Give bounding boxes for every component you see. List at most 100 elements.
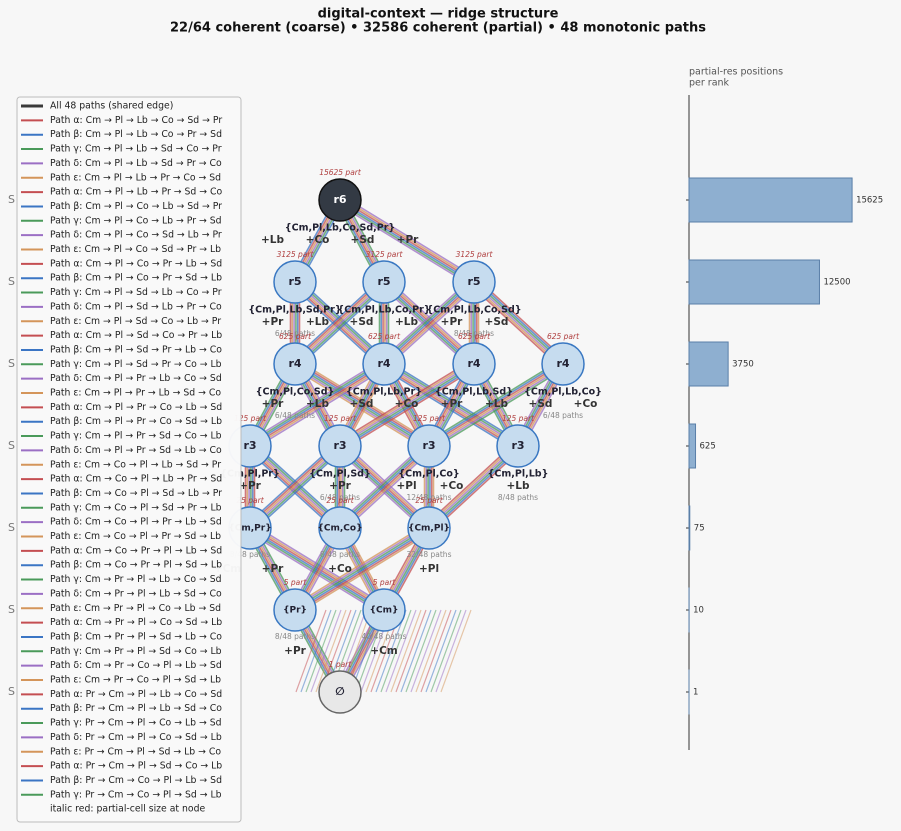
legend-label: Path δ: Cm → Pl → Sd → Lb → Pr → Co [50,301,222,312]
bar-chart-title: partial-res positions [689,67,783,78]
legend-label: Path α: Cm → Co → Pl → Lb → Pr → Sd [50,474,222,485]
edge-strand [293,525,429,609]
edge-strand [429,365,565,449]
legend-label: Path δ: Cm → Pr → Co → Pl → Lb → Sd [50,660,222,671]
node-paths: 6/48 paths [320,493,360,502]
legend-label: Path δ: Cm → Pl → Co → Sd → Lb → Pr [50,230,222,241]
node-paths: 8/48 paths [275,632,315,641]
node-paths: 40/48 paths [362,632,407,641]
edge-strand [430,367,566,451]
edge-strand [295,528,430,612]
edge-strand [339,200,474,284]
node-paths: 6/48 paths [543,411,583,420]
edge-strand [435,609,467,693]
legend-label: Path δ: Cm → Co → Pl → Pr → Lb → Sd [50,517,222,528]
bar [688,423,697,469]
node-label: {Pr} [283,606,307,616]
legend-label: Path ε: Cm → Pl → Pr → Lb → Sd → Co [50,388,221,399]
bar-value-label: 10 [693,606,704,616]
legend-label: Path ε: Pr → Cm → Pl → Sd → Lb → Co [50,746,221,757]
node-label: r5 [288,275,301,288]
legend-label: Path ε: Cm → Co → Pl → Lb → Sd → Pr [50,459,221,470]
node-label: r5 [377,275,390,288]
legend-label: Path γ: Cm → Pl → Sd → Lb → Co → Pr [50,287,222,298]
legend-label: Path α: Cm → Pl → Sd → Co → Pr → Lb [50,330,222,341]
node [318,506,362,550]
legend-label: Path γ: Cm → Pl → Co → Lb → Pr → Sd [50,215,222,226]
edge-strand [248,361,384,445]
edge-strand [292,523,428,607]
edge-strand [247,359,383,443]
legend-label: Path δ: Cm → Pl → Lb → Sd → Pr → Co [50,158,222,169]
edge-label: +Pr [262,563,284,575]
node-part: 1 part [329,660,353,669]
edge-label: +Sd [485,316,509,328]
node-part: 15625 part [319,168,362,177]
edge-strand [430,609,462,693]
edge-strand [429,364,564,448]
edge-label: +Pr [262,398,284,410]
edge-label: +Pr [441,398,463,410]
node [273,260,317,304]
legend-label: Path ε: Cm → Pr → Co → Pl → Sd → Lb [50,675,221,686]
edge-label: +Lb [395,316,418,328]
node [541,342,585,386]
edge-label: +Pl [419,563,439,575]
node-part: 3125 part [366,250,404,259]
legend-label: Path δ: Cm → Pr → Pl → Lb → Sd → Co [50,588,222,599]
edge-strand [427,361,563,445]
edge-label: +Sd [351,234,375,246]
node-paths: 6/48 paths [275,329,315,338]
bar-chart-title: per rank [689,78,730,89]
legend-label: Path β: Cm → Pl → Sd → Pr → Lb → Co [50,344,222,355]
node-set: {Cm,Pl,Co} [398,469,459,480]
node-part: 5 part [284,578,308,587]
node-label: r5 [467,275,480,288]
node-set: {Cm,Pl,Lb,Co,Sd} [426,305,521,316]
legend-label: Path α: Cm → Co → Pr → Pl → Lb → Sd [50,545,222,556]
node [362,342,406,386]
node-part: 625 part [547,332,580,341]
edge-label: +Pr [329,480,351,492]
bar-value-label: 1 [693,688,698,698]
legend-label: Path α: Pr → Cm → Pl → Sd → Co → Lb [50,761,222,772]
edge-label: +Co [440,480,464,492]
node-set: {Cm,Pl,Lb} [488,469,549,480]
side-label: S [8,521,15,534]
node-paths: 6/48 paths [275,411,315,420]
subtitle: 22/64 coherent (coarse) • 32586 coherent… [170,21,706,36]
legend-label: Path β: Cm → Pl → Co → Pr → Sd → Lb [50,273,222,284]
node-part: 5 part [373,578,397,587]
legend-label: Path α: Cm → Pl → Co → Pr → Lb → Sd [50,258,222,269]
node-label: {Cm,Pr} [228,524,271,534]
edge-label: +Pr [397,234,419,246]
legend-note: italic red: partial-cell size at node [50,804,205,815]
side-label: S [8,685,15,698]
legend-label: Path α: Pr → Cm → Pl → Lb → Co → Sd [50,689,222,700]
bar-value-label: 15625 [856,196,883,206]
side-label: S [8,275,15,288]
edge-label: +Co [574,398,598,410]
node-part: 25 part [236,496,264,505]
side-label: S [8,603,15,616]
edge-strand [339,362,474,446]
edge-strand [250,365,386,449]
edge-strand [305,609,337,693]
edge-label: +Pl [396,480,416,492]
legend-label: Path γ: Cm → Co → Pl → Sd → Pr → Lb [50,502,222,513]
edge-strand [294,364,429,448]
legend-label: Path ε: Cm → Co → Pl → Pr → Sd → Lb [50,531,221,542]
bar [688,505,691,551]
edge-label: +Pr [441,316,463,328]
edge-label: +Lb [506,480,529,492]
edge-strand [428,362,563,446]
node-part: 625 part [368,332,401,341]
side-label: S [8,439,15,452]
node-paths: 8/48 paths [454,329,494,338]
bar-value-label: 12500 [823,278,850,288]
edge-strand [337,203,473,287]
edge-strand [295,609,327,693]
bar-value-label: 625 [700,442,716,452]
legend: All 48 paths (shared edge) Path α: Cm → P… [16,96,242,823]
edge-label: +Co [328,563,352,575]
